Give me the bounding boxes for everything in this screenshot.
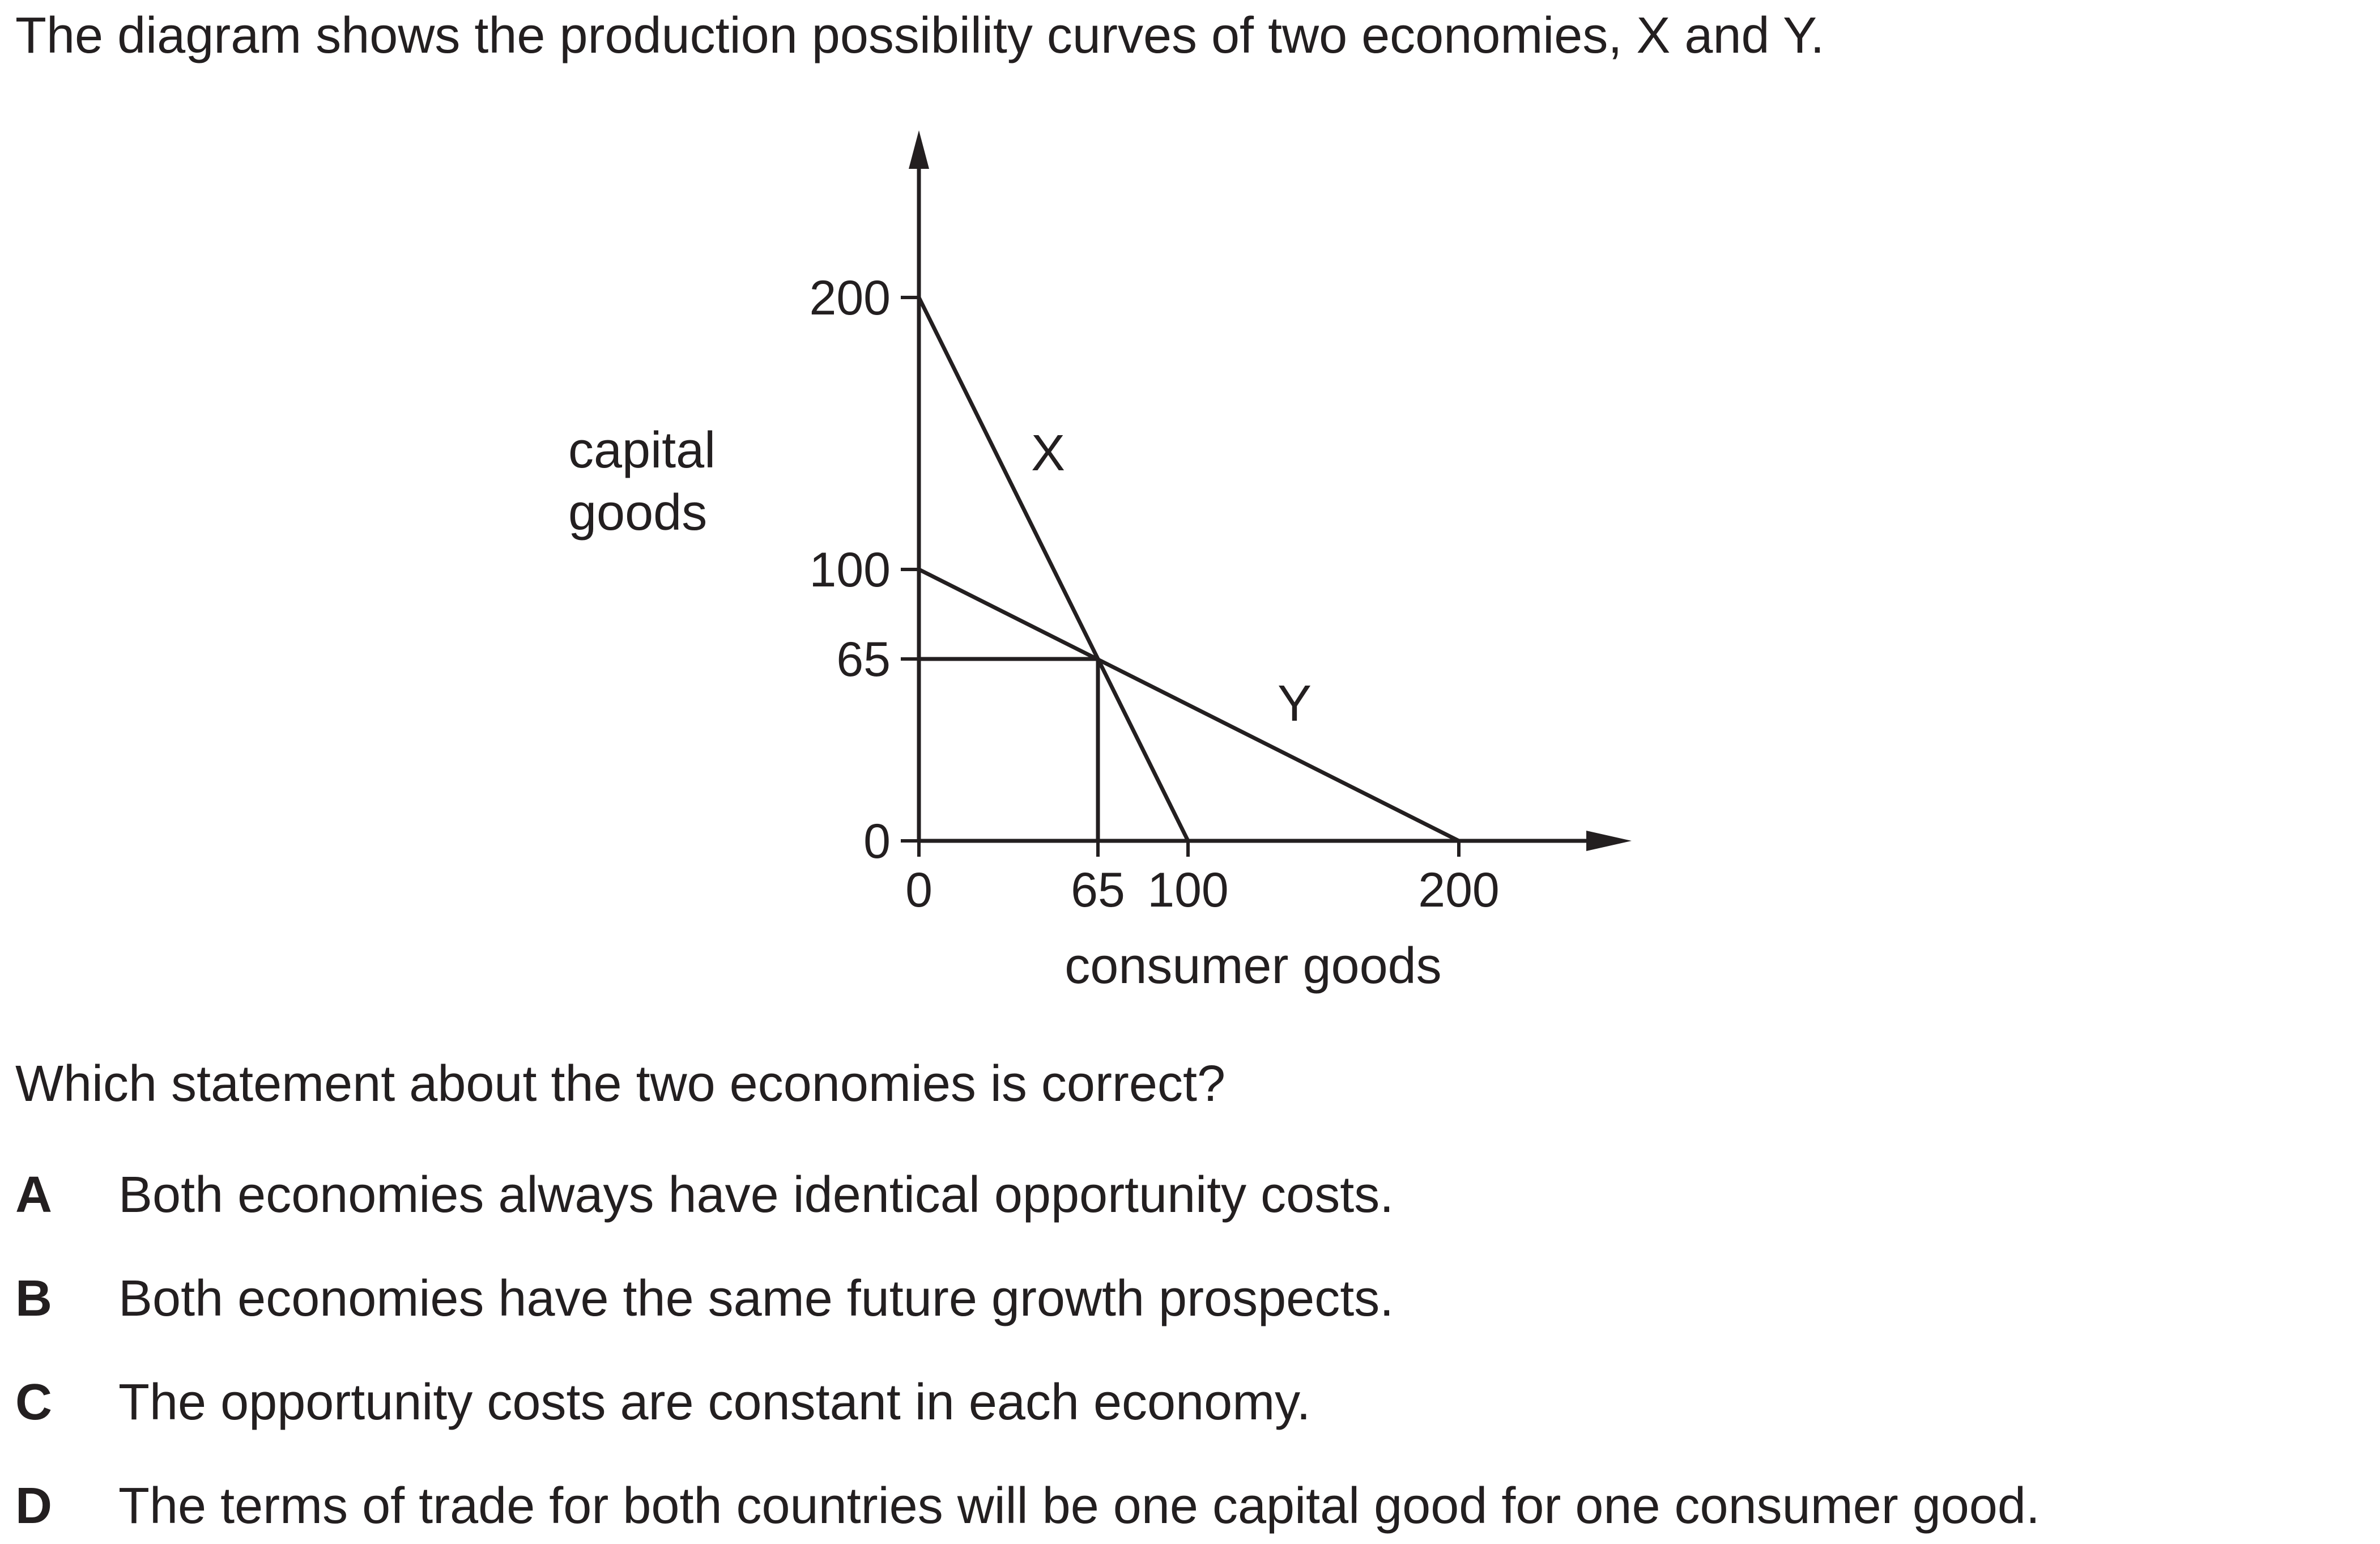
y-axis-arrowhead [909, 130, 929, 169]
y-tick-label-0: 0 [863, 814, 891, 869]
option-letter: D [15, 1478, 52, 1534]
y-tick-label-100: 100 [810, 543, 891, 597]
x-axis-arrowhead [1586, 831, 1632, 851]
x-ticks: 0 65 100 200 [905, 841, 1500, 917]
ppc-diagram: 200 100 65 0 0 65 100 200 capital goods … [568, 130, 1632, 994]
y-axis-label-line-1: capital [568, 422, 716, 479]
x-tick-label-65: 65 [1071, 863, 1125, 917]
guide-lines [919, 657, 1100, 841]
axes [909, 130, 1632, 851]
x-tick-label-200: 200 [1418, 863, 1500, 917]
option-text: Both economies have the same future grow… [118, 1270, 1394, 1327]
x-axis-label: consumer goods [1065, 938, 1441, 994]
option-text: The terms of trade for both countries wi… [118, 1478, 2040, 1534]
y-axis-label-line-2: goods [568, 484, 707, 541]
question-text: Which statement about the two economies … [15, 1056, 1226, 1112]
ppc-y-label: Y [1278, 675, 1312, 732]
ppc-x-line [917, 296, 1190, 842]
axis-labels: capital goods consumer goods [568, 422, 1442, 994]
ppc-x-label: X [1031, 425, 1065, 482]
ppc-y-line [918, 567, 1460, 843]
option-text: The opportunity costs are constant in ea… [118, 1374, 1311, 1431]
y-ticks: 200 100 65 0 [810, 271, 919, 869]
option-text: Both economies always have identical opp… [118, 1167, 1394, 1223]
option-letter: A [15, 1167, 52, 1223]
curves: X Y [917, 296, 1460, 843]
intro-text: The diagram shows the production possibi… [15, 7, 1825, 64]
x-tick-label-0: 0 [905, 863, 933, 917]
option-letter: B [15, 1270, 52, 1327]
option-letter: C [15, 1374, 52, 1431]
y-tick-label-200: 200 [810, 271, 891, 325]
y-tick-label-65: 65 [836, 632, 891, 687]
x-tick-label-100: 100 [1147, 863, 1229, 917]
